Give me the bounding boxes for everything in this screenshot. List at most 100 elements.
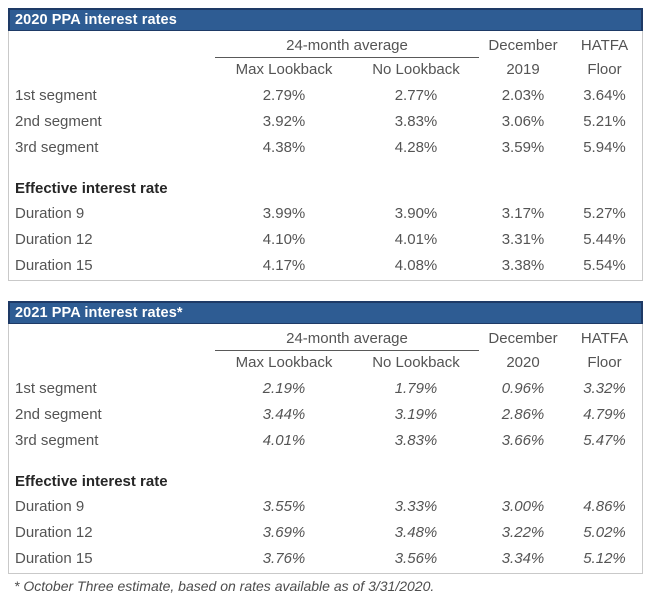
rate-value: 2.03% bbox=[501, 86, 545, 104]
table-body-2021: 24-month average December HATFA Max Look… bbox=[8, 324, 643, 574]
table-row-duration-9: Duration 9 3.99% 3.90% 3.17% 5.27% bbox=[9, 200, 642, 226]
rate-value: 4.79% bbox=[583, 405, 626, 423]
row-label: 3rd segment bbox=[15, 138, 99, 156]
header-row-top: 24-month average December HATFA bbox=[9, 34, 642, 58]
rate-value: 2.86% bbox=[501, 405, 545, 423]
rate-value: 3.06% bbox=[501, 112, 545, 130]
rate-value: 4.17% bbox=[262, 256, 306, 274]
row-label: 1st segment bbox=[15, 379, 97, 397]
rate-value: 3.55% bbox=[262, 497, 306, 515]
footnote: * October Three estimate, based on rates… bbox=[14, 578, 435, 594]
col-header-floor: Floor bbox=[587, 354, 622, 371]
rate-value: 5.02% bbox=[583, 523, 626, 541]
rate-value: 3.00% bbox=[501, 497, 545, 515]
table-row-duration-15: Duration 15 4.17% 4.08% 3.38% 5.54% bbox=[9, 252, 642, 278]
rate-value: 3.33% bbox=[394, 497, 438, 515]
rate-value: 4.28% bbox=[394, 138, 438, 156]
table-row-3rd-segment: 3rd segment 4.01% 3.83% 3.66% 5.47% bbox=[9, 427, 642, 453]
rate-value: 3.17% bbox=[501, 204, 545, 222]
col-header-no-lookback: No Lookback bbox=[372, 354, 460, 372]
table-row-duration-15: Duration 15 3.76% 3.56% 3.34% 5.12% bbox=[9, 545, 642, 571]
table-title-bar-2021: 2021 PPA interest rates* bbox=[8, 301, 643, 324]
row-label: Duration 15 bbox=[15, 256, 93, 274]
rate-value: 5.44% bbox=[583, 230, 626, 248]
col-header-year: 2020 bbox=[506, 354, 540, 371]
header-row-sub: Max Lookback No Lookback 2019 Floor bbox=[9, 57, 642, 82]
rate-value: 3.90% bbox=[394, 204, 438, 222]
span-header-24-month-average: 24-month average bbox=[215, 34, 479, 58]
row-label: 2nd segment bbox=[15, 112, 102, 130]
col-header-hatfa: HATFA bbox=[580, 37, 629, 54]
span-header-24-month-average: 24-month average bbox=[215, 327, 479, 351]
table-row-1st-segment: 1st segment 2.79% 2.77% 2.03% 3.64% bbox=[9, 82, 642, 108]
section-row-effective-interest-rate: Effective interest rate bbox=[9, 176, 642, 200]
rate-value: 0.96% bbox=[501, 379, 545, 397]
empty-header-cell bbox=[9, 57, 215, 82]
col-header-floor: Floor bbox=[587, 61, 622, 78]
row-label: 1st segment bbox=[15, 86, 97, 104]
table-row-3rd-segment: 3rd segment 4.38% 4.28% 3.59% 5.94% bbox=[9, 134, 642, 160]
rate-value: 3.99% bbox=[262, 204, 306, 222]
row-label: Duration 9 bbox=[15, 204, 85, 222]
ppa-rates-table-2020: 2020 PPA interest rates 24-month average… bbox=[8, 8, 643, 281]
table-title-bar-2020: 2020 PPA interest rates bbox=[8, 8, 643, 31]
table-title-2021: 2021 PPA interest rates* bbox=[15, 305, 183, 321]
table-row-1st-segment: 1st segment 2.19% 1.79% 0.96% 3.32% bbox=[9, 375, 642, 401]
rate-value: 3.44% bbox=[262, 405, 306, 423]
rate-value: 3.76% bbox=[262, 549, 306, 567]
rate-value: 3.19% bbox=[394, 405, 438, 423]
spacer-row bbox=[9, 160, 642, 176]
rate-value: 3.38% bbox=[501, 256, 545, 274]
rate-value: 2.19% bbox=[262, 379, 306, 397]
rate-value: 3.22% bbox=[501, 523, 545, 541]
rate-value: 3.34% bbox=[501, 549, 545, 567]
col-header-hatfa: HATFA bbox=[580, 330, 629, 347]
rate-value: 4.08% bbox=[394, 256, 438, 274]
rate-value: 3.32% bbox=[583, 379, 626, 397]
table-row-2nd-segment: 2nd segment 3.92% 3.83% 3.06% 5.21% bbox=[9, 108, 642, 134]
rate-value: 4.38% bbox=[262, 138, 306, 156]
rate-value: 3.69% bbox=[262, 523, 306, 541]
rate-value: 4.10% bbox=[262, 230, 306, 248]
rate-value: 3.83% bbox=[394, 431, 438, 449]
rates-table-2020: 24-month average December HATFA Max Look… bbox=[9, 34, 642, 278]
section-label: Effective interest rate bbox=[15, 472, 168, 490]
rate-value: 4.01% bbox=[262, 431, 306, 449]
rate-value: 3.31% bbox=[501, 230, 545, 248]
empty-header-cell bbox=[9, 34, 215, 57]
table-row-duration-12: Duration 12 3.69% 3.48% 3.22% 5.02% bbox=[9, 519, 642, 545]
row-label: 2nd segment bbox=[15, 405, 102, 423]
rate-value: 4.01% bbox=[394, 230, 438, 248]
rate-value: 5.12% bbox=[583, 549, 626, 567]
rate-value: 3.56% bbox=[394, 549, 438, 567]
col-header-year: 2019 bbox=[506, 61, 540, 78]
rate-value: 3.92% bbox=[262, 112, 306, 130]
table-body-2020: 24-month average December HATFA Max Look… bbox=[8, 31, 643, 281]
rate-value: 5.21% bbox=[583, 112, 626, 130]
rate-value: 2.77% bbox=[394, 86, 438, 104]
rate-value: 3.83% bbox=[394, 112, 438, 130]
rate-value: 3.64% bbox=[583, 86, 626, 104]
section-label: Effective interest rate bbox=[15, 179, 168, 197]
rate-value: 1.79% bbox=[394, 379, 438, 397]
table-row-duration-12: Duration 12 4.10% 4.01% 3.31% 5.44% bbox=[9, 226, 642, 252]
spacer-row bbox=[9, 453, 642, 469]
rate-value: 3.66% bbox=[501, 431, 545, 449]
col-header-max-lookback: Max Lookback bbox=[235, 61, 333, 79]
row-label: Duration 12 bbox=[15, 523, 93, 541]
rate-value: 5.54% bbox=[583, 256, 626, 274]
rate-value: 5.47% bbox=[583, 431, 626, 449]
row-label: Duration 9 bbox=[15, 497, 85, 515]
col-header-december: December bbox=[488, 37, 558, 54]
rates-table-2021: 24-month average December HATFA Max Look… bbox=[9, 327, 642, 571]
col-header-december: December bbox=[488, 330, 558, 347]
col-header-max-lookback: Max Lookback bbox=[235, 354, 333, 372]
ppa-rates-table-2021: 2021 PPA interest rates* 24-month averag… bbox=[8, 301, 643, 574]
header-row-top: 24-month average December HATFA bbox=[9, 327, 642, 351]
rate-value: 4.86% bbox=[583, 497, 626, 515]
rate-value: 5.94% bbox=[583, 138, 626, 156]
header-row-sub: Max Lookback No Lookback 2020 Floor bbox=[9, 350, 642, 375]
row-label: 3rd segment bbox=[15, 431, 99, 449]
empty-header-cell bbox=[9, 350, 215, 375]
